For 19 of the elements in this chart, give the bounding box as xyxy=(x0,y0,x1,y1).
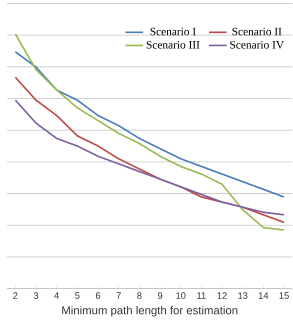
x-tick-label: 15 xyxy=(280,292,289,299)
x-tick-label: 9 xyxy=(158,292,162,299)
legend-label: Scenario III xyxy=(146,40,200,49)
x-tick-label: 6 xyxy=(96,292,100,299)
x-tick-label: 13 xyxy=(238,292,248,299)
x-tick-label: 12 xyxy=(218,292,227,299)
legend-label: Scenario II xyxy=(232,28,282,36)
x-tick-label: 14 xyxy=(259,292,268,299)
x-tick-label: 11 xyxy=(197,292,206,299)
legend-label: Scenario IV xyxy=(230,40,284,49)
x-tick-label: 8 xyxy=(137,292,142,299)
x-tick-label: 5 xyxy=(75,292,80,299)
x-tick-label: 2 xyxy=(13,292,18,299)
x-tick-label: 10 xyxy=(176,292,186,299)
legend-label: Scenario I xyxy=(150,28,196,36)
x-tick-label: 4 xyxy=(54,292,60,299)
x-axis-title: Minimum path length for estimation xyxy=(62,306,238,317)
x-tick-label: 7 xyxy=(116,292,121,299)
x-tick-label: 3 xyxy=(34,292,38,299)
